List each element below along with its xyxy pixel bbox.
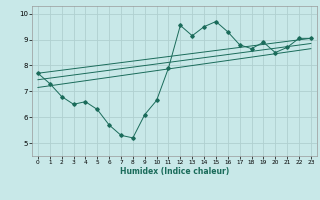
X-axis label: Humidex (Indice chaleur): Humidex (Indice chaleur) — [120, 167, 229, 176]
